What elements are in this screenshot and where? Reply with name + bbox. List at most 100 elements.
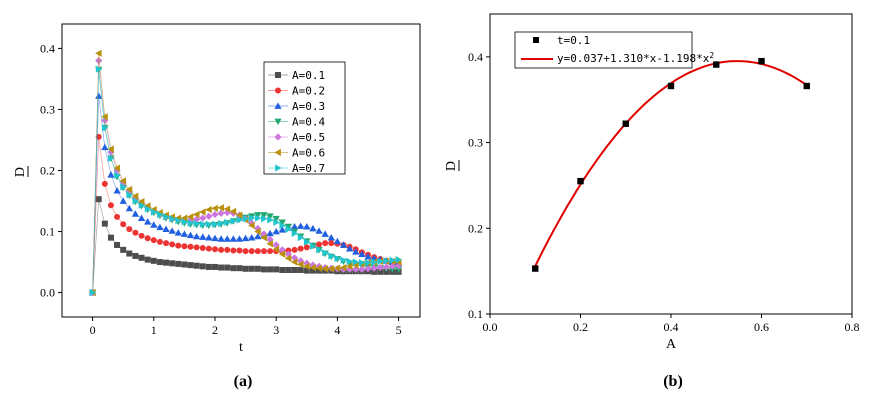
legend-label-fit: y=0.037+1.310*x-1.198*x2 — [557, 51, 714, 65]
data-point — [193, 220, 201, 228]
data-point — [229, 235, 237, 242]
legend-box-b — [514, 31, 693, 69]
data-point — [138, 254, 145, 261]
data-point — [278, 226, 286, 233]
data-point — [236, 216, 244, 224]
data-point — [577, 177, 584, 185]
data-point — [376, 263, 384, 272]
data-point — [340, 256, 348, 264]
data-point — [107, 171, 115, 178]
data-point — [316, 246, 323, 254]
data-point — [266, 213, 274, 220]
y-tick-label-a: 0.3 — [40, 102, 55, 116]
data-point — [291, 229, 299, 237]
series-line — [92, 69, 399, 293]
data-point — [389, 256, 397, 264]
data-point — [291, 246, 298, 253]
y-tick-label-a: 0.1 — [40, 225, 55, 239]
data-point — [254, 214, 262, 222]
data-point — [150, 221, 158, 228]
data-point — [89, 288, 97, 297]
data-point — [309, 267, 316, 274]
data-point — [205, 212, 213, 220]
data-point — [187, 219, 195, 227]
data-point — [113, 164, 120, 172]
data-point — [212, 220, 219, 228]
data-point — [290, 223, 299, 230]
data-point — [261, 215, 268, 223]
data-point — [217, 204, 224, 212]
data-point — [333, 264, 341, 272]
data-point — [119, 177, 127, 185]
data-point — [254, 212, 262, 219]
data-point — [371, 258, 378, 266]
data-point — [211, 263, 218, 270]
data-point — [169, 241, 176, 248]
data-point — [532, 265, 539, 272]
data-point — [175, 260, 182, 267]
data-point — [248, 214, 256, 222]
data-point — [260, 234, 267, 242]
legend-label: A=0.6 — [292, 147, 325, 160]
data-point — [297, 234, 305, 242]
data-point — [248, 221, 255, 230]
data-point — [241, 234, 250, 242]
data-point — [187, 243, 194, 250]
data-point — [138, 232, 145, 239]
legend-label-t01: t=0.1 — [557, 34, 590, 47]
data-point — [199, 214, 207, 222]
data-point — [230, 265, 237, 272]
data-point — [137, 198, 145, 206]
data-point — [108, 154, 115, 162]
data-point — [254, 265, 261, 272]
data-point — [144, 235, 151, 242]
x-tick-label-a: 2 — [212, 323, 218, 337]
data-point — [175, 242, 182, 249]
data-point — [339, 263, 347, 272]
data-point — [279, 266, 286, 273]
data-point — [144, 205, 152, 213]
data-point — [120, 183, 127, 191]
data-point — [328, 240, 335, 247]
data-point — [126, 226, 133, 233]
data-point — [322, 240, 329, 247]
data-point — [224, 218, 231, 226]
data-point — [260, 212, 268, 219]
data-point — [352, 258, 360, 266]
data-point — [95, 196, 102, 203]
series-A=0.6 — [88, 49, 402, 297]
data-point — [230, 247, 237, 254]
panel-b: 0.0 0.2 0.4 0.6 0.8 0.1 0.2 0.3 0.4 t=0.1 y=0.03… — [444, 13, 860, 390]
data-point — [284, 223, 293, 231]
data-point — [157, 210, 164, 219]
data-point — [254, 232, 262, 240]
data-point — [365, 259, 372, 267]
data-point — [169, 215, 176, 223]
data-point — [150, 237, 157, 244]
data-point — [125, 204, 133, 212]
data-point — [260, 266, 267, 273]
data-point — [290, 254, 299, 262]
data-point — [290, 258, 298, 266]
data-point — [266, 240, 273, 248]
data-point — [114, 171, 121, 179]
data-point — [346, 262, 353, 270]
data-point — [114, 213, 121, 220]
data-point — [370, 264, 378, 272]
legend-marker — [274, 102, 282, 109]
panel-a: 0 1 2 3 4 50.00.10.20.30.4 A=0.1A=0.2A=0.3A=0… — [13, 23, 421, 390]
data-point — [322, 249, 329, 257]
data-point — [388, 262, 397, 270]
data-point — [284, 254, 292, 262]
legend-marker — [274, 118, 282, 126]
legend-marker — [275, 164, 282, 172]
data-point — [131, 210, 140, 217]
y-tick-label-b: 0.1 — [468, 307, 483, 321]
data-point — [95, 49, 102, 57]
data-point — [132, 229, 139, 236]
legend-a: A=0.1 A=0.2 A=0.3 A=0.4 A=0.5 A=0.6 A=0.7 — [263, 61, 346, 175]
data-point — [205, 234, 213, 241]
data-point — [218, 246, 225, 253]
x-tick-label-b: 0.4 — [664, 320, 679, 334]
data-point — [218, 220, 225, 228]
